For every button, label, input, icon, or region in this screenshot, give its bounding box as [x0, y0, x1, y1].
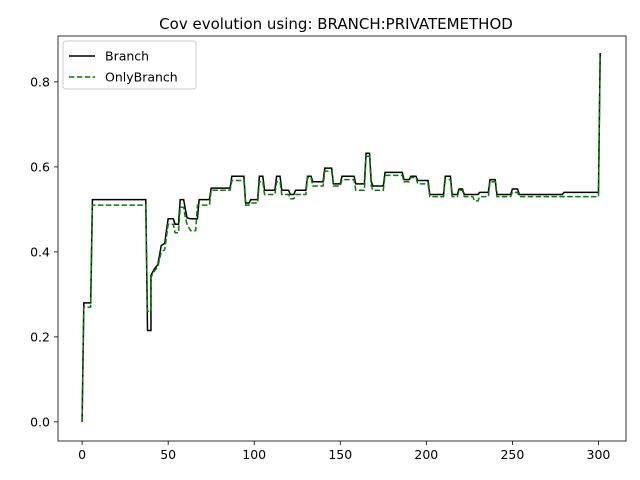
y-tick-label: 0.0	[30, 414, 50, 429]
series-layer	[81, 52, 601, 422]
x-tick-label: 150	[328, 447, 352, 462]
legend-label-onlybranch: OnlyBranch	[105, 70, 178, 85]
y-tick-label: 0.4	[30, 244, 50, 259]
series-line-branch	[81, 52, 601, 422]
y-axis: 0.0 0.2 0.4 0.6 0.8	[30, 74, 58, 429]
legend-label-branch: Branch	[105, 49, 149, 64]
x-tick-label: 0	[78, 447, 86, 462]
plot-area-frame	[57, 35, 627, 442]
x-axis: 0 50 100 150 200 250 300	[78, 441, 610, 462]
y-tick-label: 0.6	[30, 159, 50, 174]
y-tick-label: 0.8	[30, 74, 50, 89]
legend-box	[62, 40, 197, 90]
x-tick-label: 250	[500, 447, 524, 462]
x-tick-label: 200	[414, 447, 438, 462]
legend: Branch OnlyBranch	[62, 40, 197, 90]
x-tick-label: 300	[587, 447, 611, 462]
series-line-onlybranch	[81, 57, 601, 422]
y-tick-label: 0.2	[30, 329, 50, 344]
x-tick-label: 50	[160, 447, 176, 462]
chart-title: Cov evolution using: BRANCH:PRIVATEMETHO…	[159, 15, 513, 33]
x-tick-label: 100	[242, 447, 266, 462]
